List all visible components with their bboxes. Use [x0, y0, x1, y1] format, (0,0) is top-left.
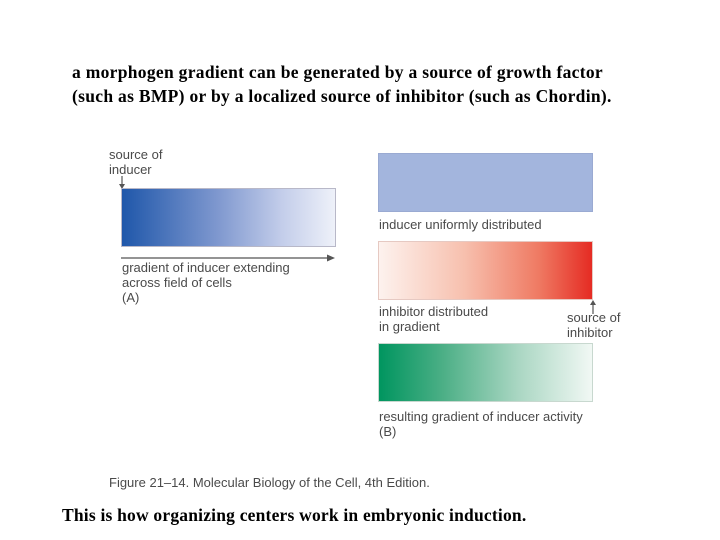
inhibitor-source-line-2: inhibitor — [567, 325, 613, 340]
gradient-direction-arrow — [121, 254, 335, 262]
inducer-activity-bar — [378, 343, 593, 402]
uniform-inducer-bar — [378, 153, 593, 212]
activity-label-line: resulting gradient of inducer activity — [379, 409, 583, 424]
inhibitor-source-label: source of inhibitor — [567, 310, 620, 340]
inhibitor-label-line-1: inhibitor distributed — [379, 304, 489, 319]
inhibitor-gradient-bar — [378, 241, 593, 300]
activity-label: resulting gradient of inducer activity (… — [379, 409, 583, 439]
gradient-label-line-1: gradient of inducer extending — [122, 260, 290, 275]
panel-a-letter: (A) — [122, 290, 140, 305]
inducer-source-label: source of inducer — [109, 147, 162, 177]
inducer-source-arrow — [119, 176, 125, 189]
panel-b-letter: (B) — [379, 424, 397, 439]
gradient-label-line-2: across field of cells — [122, 275, 232, 290]
inhibitor-gradient-label: inhibitor distributed in gradient — [379, 304, 488, 334]
heading-line-1: a morphogen gradient can be generated by… — [72, 62, 603, 82]
inhibitor-source-arrow — [590, 300, 596, 314]
uniform-inducer-label: inducer uniformly distributed — [379, 217, 542, 232]
inducer-source-label-line-2: inducer — [109, 162, 152, 177]
gradient-label: gradient of inducer extending across fie… — [122, 260, 290, 305]
slide-heading: a morphogen gradient can be generated by… — [72, 60, 692, 108]
inhibitor-source-line-1: source of — [567, 310, 621, 325]
inducer-source-label-line-1: source of — [109, 147, 163, 162]
figure-caption: Figure 21–14. Molecular Biology of the C… — [109, 475, 430, 490]
heading-line-2: (such as BMP) or by a localized source o… — [72, 86, 612, 106]
slide-footer: This is how organizing centers work in e… — [62, 505, 527, 525]
inducer-gradient-bar — [121, 188, 336, 247]
inhibitor-label-line-2: in gradient — [379, 319, 440, 334]
